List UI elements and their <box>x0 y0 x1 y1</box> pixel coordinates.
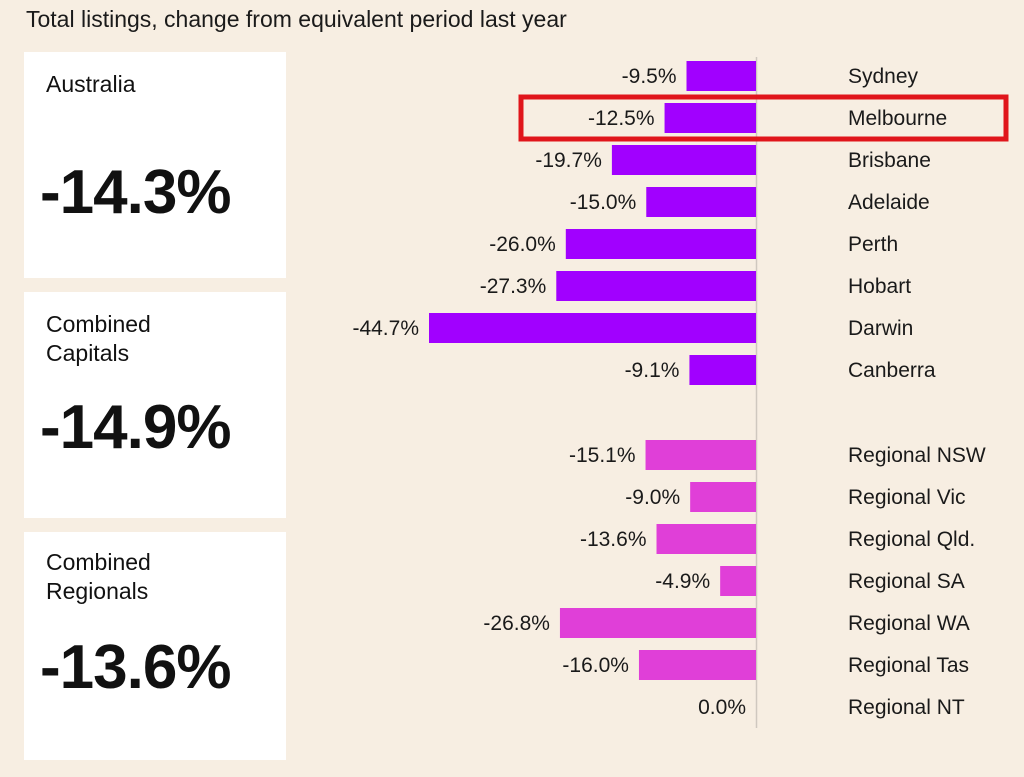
category-label-regional-qld: Regional Qld. <box>848 528 975 551</box>
bar-hobart <box>556 271 756 301</box>
bar-regional-vic <box>690 482 756 512</box>
value-label-sydney: -9.5% <box>622 65 677 88</box>
category-label-adelaide: Adelaide <box>848 191 930 214</box>
bar-brisbane <box>611 145 756 175</box>
bar-regional-qld <box>656 524 756 554</box>
value-label-regional-nt: 0.0% <box>698 696 746 719</box>
category-label-regional-sa: Regional SA <box>848 570 965 593</box>
category-label-brisbane: Brisbane <box>848 149 931 172</box>
australia-card: Australia -14.3% <box>24 52 286 278</box>
category-label-regional-nt: Regional NT <box>848 696 965 719</box>
australia-value: -14.3% <box>40 158 231 227</box>
category-label-hobart: Hobart <box>848 275 911 298</box>
bar-perth <box>565 229 756 259</box>
bar-regional-nsw <box>645 440 756 470</box>
category-label-melbourne: Melbourne <box>848 107 947 130</box>
chart-title: Total listings, change from equivalent p… <box>26 6 567 32</box>
value-label-adelaide: -15.0% <box>570 191 637 214</box>
value-label-regional-qld: -13.6% <box>580 528 647 551</box>
value-label-regional-nsw: -15.1% <box>569 444 636 467</box>
australia-label: Australia <box>46 71 136 97</box>
category-label-regional-wa: Regional WA <box>848 612 970 635</box>
highlight-box-melbourne <box>518 94 1009 142</box>
combined-capitals-value: -14.9% <box>40 393 231 462</box>
value-label-regional-vic: -9.0% <box>625 486 680 509</box>
bar-regional-wa <box>559 608 756 638</box>
value-label-perth: -26.0% <box>489 233 556 256</box>
combined-capitals-card: Combined Capitals -14.9% <box>24 292 286 518</box>
category-label-regional-tas: Regional Tas <box>848 654 969 677</box>
combined-regionals-label: Combined Regionals <box>46 549 151 604</box>
bar-sydney <box>686 61 756 91</box>
bar-melbourne <box>664 103 756 133</box>
category-label-darwin: Darwin <box>848 317 913 340</box>
category-label-sydney: Sydney <box>848 65 919 88</box>
value-label-melbourne: -12.5% <box>588 107 655 130</box>
value-label-regional-wa: -26.8% <box>483 612 550 635</box>
category-label-perth: Perth <box>848 233 898 256</box>
value-label-canberra: -9.1% <box>625 359 680 382</box>
category-label-regional-nsw: Regional NSW <box>848 444 986 467</box>
bar-regional-sa <box>720 566 756 596</box>
combined-regionals-card: Combined Regionals -13.6% <box>24 532 286 760</box>
value-label-hobart: -27.3% <box>480 275 547 298</box>
combined-capitals-label: Combined Capitals <box>46 311 151 366</box>
combined-regionals-value: -13.6% <box>40 633 231 702</box>
bar-canberra <box>689 355 756 385</box>
value-label-darwin: -44.7% <box>352 317 419 340</box>
bar-darwin <box>429 313 756 343</box>
value-label-brisbane: -19.7% <box>535 149 602 172</box>
value-label-regional-sa: -4.9% <box>655 570 710 593</box>
bar-regional-tas <box>638 650 756 680</box>
category-label-canberra: Canberra <box>848 359 936 382</box>
value-label-regional-tas: -16.0% <box>562 654 629 677</box>
category-label-regional-vic: Regional Vic <box>848 486 966 509</box>
bar-adelaide <box>646 187 756 217</box>
